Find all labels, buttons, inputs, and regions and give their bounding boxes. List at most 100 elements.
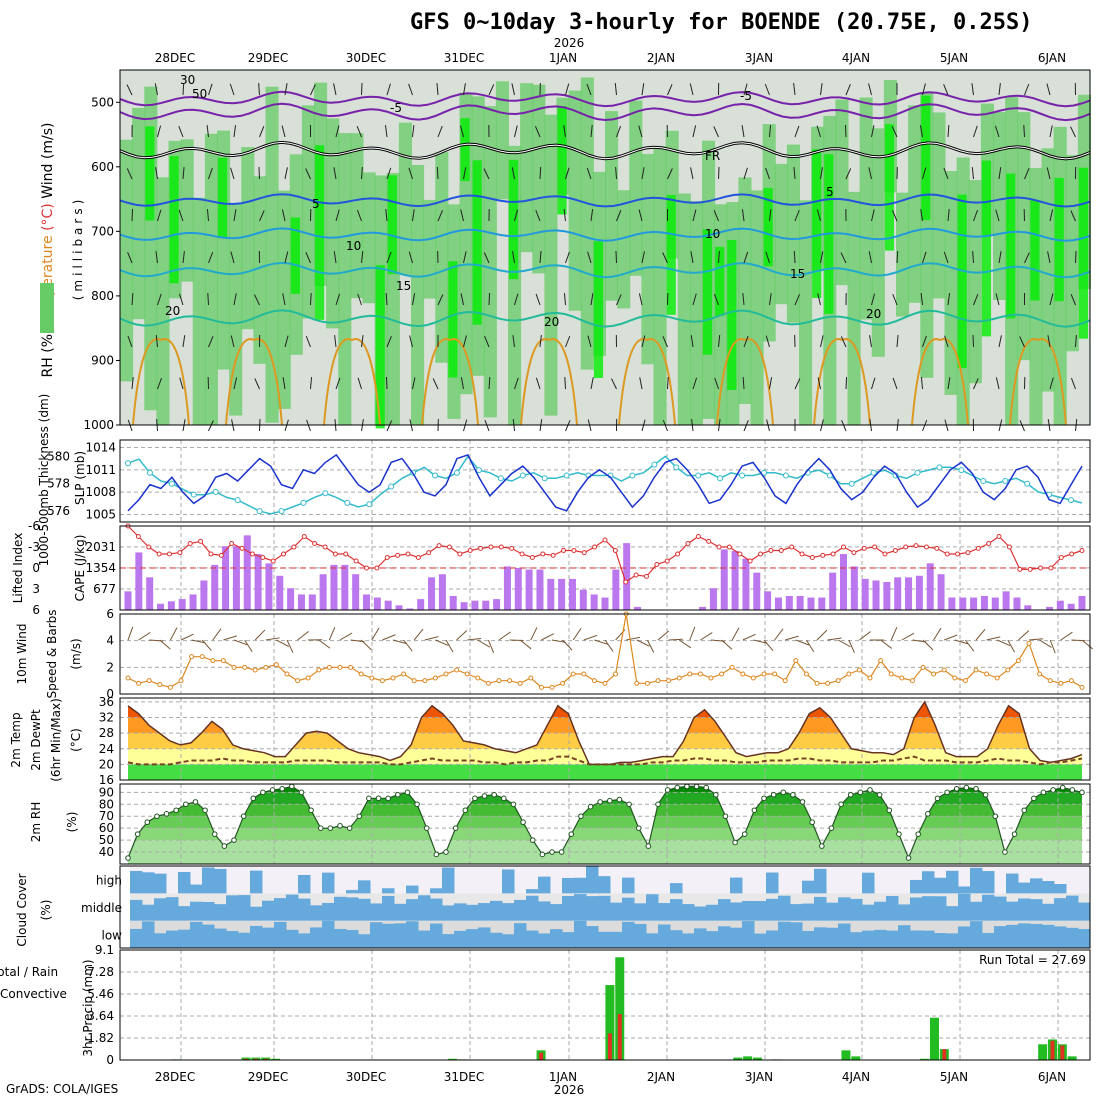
cloud-cell xyxy=(766,872,779,894)
li-point xyxy=(1006,544,1012,550)
wind-barb xyxy=(998,251,1002,264)
wind-speed-point xyxy=(284,671,290,677)
cape-bar xyxy=(623,543,631,610)
cloud-cell xyxy=(742,900,755,921)
cloud-cell xyxy=(1006,901,1019,921)
cape-bar xyxy=(395,605,403,610)
wind-barb xyxy=(973,294,979,306)
thickness-point xyxy=(168,480,175,487)
rh-point xyxy=(732,839,738,846)
pressure-tick-label: 800 xyxy=(91,289,114,303)
wind-barb xyxy=(131,208,134,222)
li-point xyxy=(903,544,909,550)
cloud-cell xyxy=(394,923,407,948)
li-point xyxy=(851,550,857,556)
rh-column xyxy=(1041,148,1055,392)
date-label-top: 6JAN xyxy=(1038,51,1066,65)
li-point xyxy=(395,552,401,558)
thickness-point xyxy=(914,469,921,476)
wind-barb xyxy=(386,167,392,180)
wind-barb xyxy=(230,167,235,180)
cloud-cell xyxy=(982,894,995,921)
cloud-cell xyxy=(178,929,191,948)
rh-contour-label: 50 xyxy=(192,87,207,101)
precip-total-bar xyxy=(1067,1056,1077,1060)
wind-10m-barb xyxy=(742,633,756,641)
rh-point xyxy=(1011,831,1018,837)
cloud-cell xyxy=(274,898,287,921)
rh-core xyxy=(727,239,737,390)
thickness-point xyxy=(366,501,373,508)
cape-bar xyxy=(157,603,165,610)
thickness-point xyxy=(519,472,526,479)
date-label-bottom: 29DEC xyxy=(248,1070,288,1084)
wind-barb xyxy=(743,251,749,264)
cloud-cell xyxy=(970,867,983,894)
wind-barb xyxy=(233,293,237,306)
wind-barb xyxy=(840,252,847,264)
rh-tick-label: 90 xyxy=(99,785,114,799)
cape-bar xyxy=(211,564,219,610)
rh-core xyxy=(169,156,179,284)
wind-barb xyxy=(816,125,821,138)
wind-barb xyxy=(841,420,847,432)
wind-10m-barb xyxy=(159,639,171,650)
wind-barb xyxy=(641,167,645,180)
thermal-contour xyxy=(813,338,871,426)
wind-barb xyxy=(713,126,719,138)
cape-bar xyxy=(146,577,154,610)
rh-point xyxy=(934,795,941,802)
cloud-cell xyxy=(478,927,491,948)
rh-column xyxy=(847,191,861,425)
cloud-cell xyxy=(166,930,179,948)
wind-speed-point xyxy=(941,667,947,673)
wind-speed-point xyxy=(157,682,163,688)
slp-axis-label: SLP (mb) xyxy=(73,451,87,505)
rh-column xyxy=(338,133,352,425)
cloud-cell xyxy=(1006,873,1019,894)
rh-tick-label: 80 xyxy=(99,797,114,811)
pressure-axis-label: (millibars) xyxy=(71,196,85,301)
rh-point xyxy=(375,795,382,802)
thickness-ylabel: 1000-500mb Thickness (dm) xyxy=(37,394,51,567)
cloud-cell xyxy=(250,870,263,894)
rh-point xyxy=(202,807,208,814)
wind-10m-barb xyxy=(180,633,194,641)
cloud-cell xyxy=(406,885,419,894)
cloud-cell xyxy=(514,923,527,948)
rh-frame xyxy=(119,783,1091,865)
wind-ylabel: 10m Wind xyxy=(15,624,29,685)
wind-barb xyxy=(408,251,413,264)
cloud-cell xyxy=(382,895,395,921)
rh-core xyxy=(472,160,482,325)
rh-point xyxy=(722,813,729,820)
wind-barb xyxy=(743,83,748,96)
cloud-cell xyxy=(682,933,695,948)
wind-speed-point xyxy=(432,675,438,681)
precip-total-bar xyxy=(271,1058,281,1060)
wind-speed-point xyxy=(485,680,491,686)
wind-speed-point xyxy=(454,667,460,673)
wind-barb xyxy=(742,293,745,306)
wind-barb xyxy=(769,293,772,306)
wind-barb xyxy=(713,210,719,222)
li-point xyxy=(301,534,307,539)
cloud-cell xyxy=(1054,926,1067,948)
wind-10m-barb xyxy=(191,639,206,644)
wind-10m-barb xyxy=(646,639,655,653)
wind-speed-point xyxy=(401,671,407,677)
wind-speed-point xyxy=(316,667,322,673)
rh-column xyxy=(483,106,497,418)
cloud-cell xyxy=(310,905,323,921)
li-point xyxy=(1048,565,1054,571)
date-label-top: 31DEC xyxy=(444,51,484,65)
rh-core xyxy=(703,229,713,355)
cape-bar xyxy=(937,574,945,610)
thickness-point xyxy=(936,464,943,471)
wind-barb xyxy=(586,167,592,180)
cape-bar xyxy=(1002,591,1010,610)
cape-bar xyxy=(840,554,847,610)
wind-barb xyxy=(535,293,541,306)
slp-tick-label: 1011 xyxy=(85,463,116,477)
cloud-cell xyxy=(1030,899,1043,921)
